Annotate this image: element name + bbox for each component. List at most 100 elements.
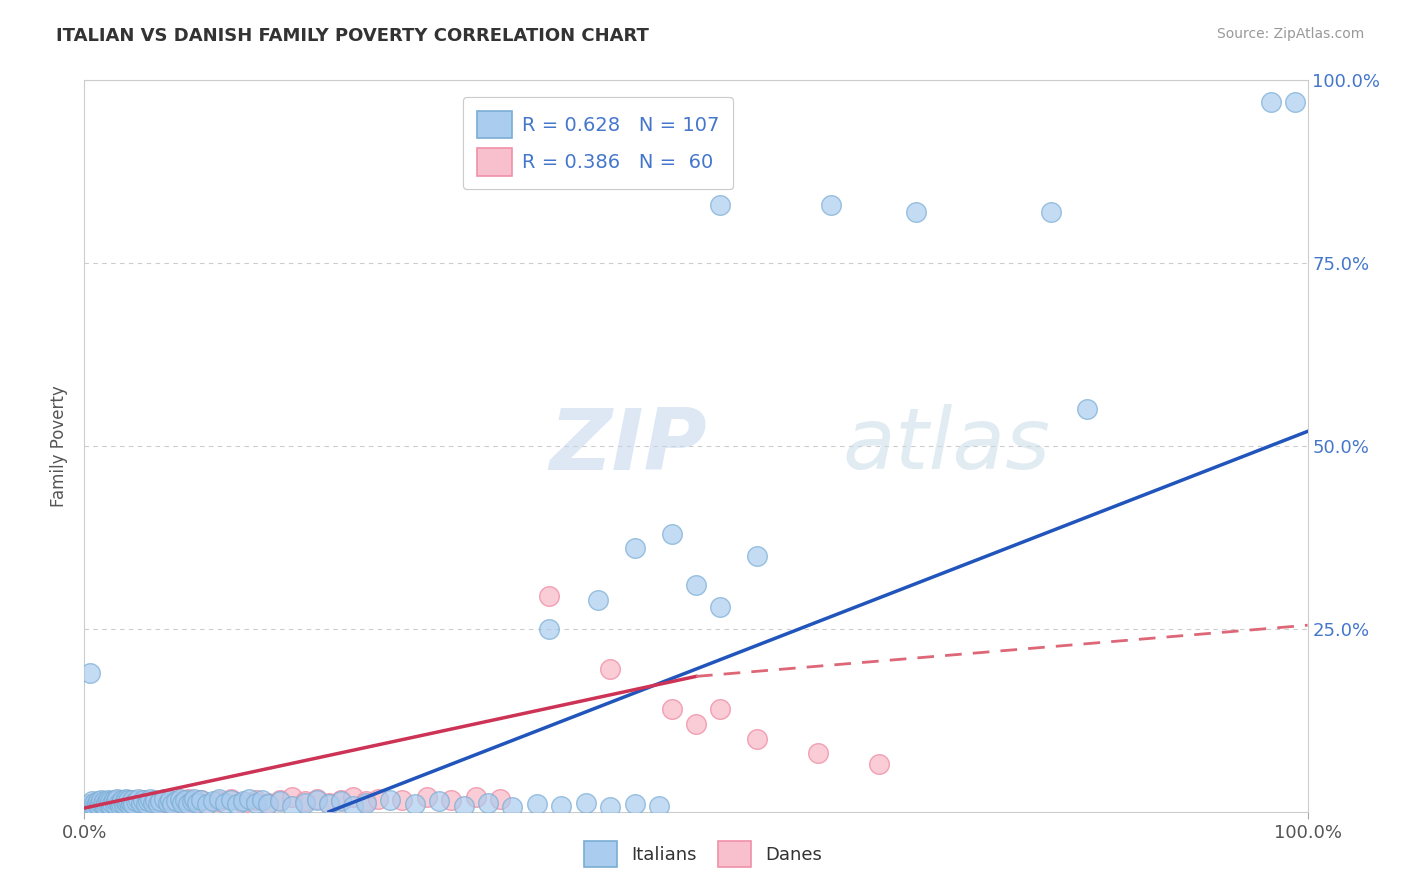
Point xyxy=(1076,402,1098,417)
Point xyxy=(709,599,731,614)
Point xyxy=(132,793,155,807)
Point xyxy=(1284,95,1306,110)
Point xyxy=(190,793,212,807)
Point xyxy=(269,795,291,809)
Point xyxy=(135,797,157,812)
Point xyxy=(747,549,769,563)
Point xyxy=(177,791,200,805)
Point xyxy=(195,797,218,812)
Point xyxy=(162,797,184,812)
Point xyxy=(245,793,267,807)
Point xyxy=(648,798,671,813)
Point xyxy=(104,797,127,812)
Point xyxy=(94,798,117,813)
Point xyxy=(114,795,136,809)
Point xyxy=(380,793,402,807)
Point xyxy=(100,798,122,813)
Point xyxy=(121,793,143,807)
Point xyxy=(79,801,101,815)
Y-axis label: Family Poverty: Family Poverty xyxy=(51,385,69,507)
Point xyxy=(101,796,124,810)
Point xyxy=(661,702,683,716)
Point xyxy=(125,795,148,809)
Point xyxy=(122,797,145,812)
Point xyxy=(172,796,194,810)
Point xyxy=(453,798,475,813)
Point xyxy=(624,541,647,556)
Point xyxy=(318,796,340,810)
Legend: Italians, Danes: Italians, Danes xyxy=(576,834,830,874)
Point xyxy=(440,793,463,807)
Point xyxy=(98,795,121,809)
Point xyxy=(1260,95,1282,110)
Point xyxy=(181,795,204,809)
Point xyxy=(869,757,891,772)
Point xyxy=(820,197,842,211)
Point xyxy=(146,797,169,812)
Point xyxy=(281,798,304,813)
Point xyxy=(159,793,181,807)
Point xyxy=(226,797,249,812)
Point xyxy=(416,790,439,805)
Point xyxy=(110,796,132,810)
Point xyxy=(526,797,548,812)
Point xyxy=(232,795,254,809)
Point xyxy=(120,796,142,810)
Point xyxy=(90,798,112,813)
Point xyxy=(96,796,118,810)
Point xyxy=(132,793,155,807)
Text: ITALIAN VS DANISH FAMILY POVERTY CORRELATION CHART: ITALIAN VS DANISH FAMILY POVERTY CORRELA… xyxy=(56,27,650,45)
Point xyxy=(83,797,105,812)
Point xyxy=(87,798,110,813)
Point xyxy=(586,592,609,607)
Point xyxy=(661,526,683,541)
Point xyxy=(281,790,304,805)
Point xyxy=(238,791,260,805)
Text: Source: ZipAtlas.com: Source: ZipAtlas.com xyxy=(1216,27,1364,41)
Point xyxy=(87,794,110,808)
Point xyxy=(807,746,830,760)
Point xyxy=(538,589,561,603)
Point xyxy=(477,796,499,810)
Point xyxy=(173,793,195,807)
Point xyxy=(195,797,218,812)
Point xyxy=(83,796,105,810)
Point xyxy=(115,791,138,805)
Point xyxy=(165,797,187,812)
Point xyxy=(93,795,115,809)
Point xyxy=(125,795,148,809)
Point xyxy=(84,800,107,814)
Point xyxy=(87,796,110,810)
Point xyxy=(153,791,176,805)
Point xyxy=(82,798,104,813)
Point xyxy=(120,793,142,807)
Point xyxy=(183,796,205,810)
Point xyxy=(117,796,139,810)
Point xyxy=(599,662,621,676)
Legend: R = 0.628   N = 107, R = 0.386   N =  60: R = 0.628 N = 107, R = 0.386 N = 60 xyxy=(464,97,733,189)
Point xyxy=(685,578,707,592)
Point xyxy=(129,796,152,810)
Point xyxy=(747,731,769,746)
Point xyxy=(112,797,135,812)
Point xyxy=(159,793,181,807)
Point xyxy=(391,793,413,807)
Point xyxy=(269,793,291,807)
Point xyxy=(110,797,132,812)
Point xyxy=(1039,205,1062,219)
Point xyxy=(172,795,194,809)
Point xyxy=(489,791,512,805)
Point xyxy=(143,793,166,807)
Point xyxy=(139,791,162,805)
Point xyxy=(245,796,267,810)
Point xyxy=(127,798,149,813)
Point xyxy=(427,795,450,809)
Point xyxy=(111,793,134,807)
Text: ZIP: ZIP xyxy=(550,404,707,488)
Point xyxy=(141,795,163,809)
Point xyxy=(538,622,561,636)
Point xyxy=(107,796,129,810)
Point xyxy=(86,798,108,813)
Point xyxy=(685,717,707,731)
Point xyxy=(550,798,572,813)
